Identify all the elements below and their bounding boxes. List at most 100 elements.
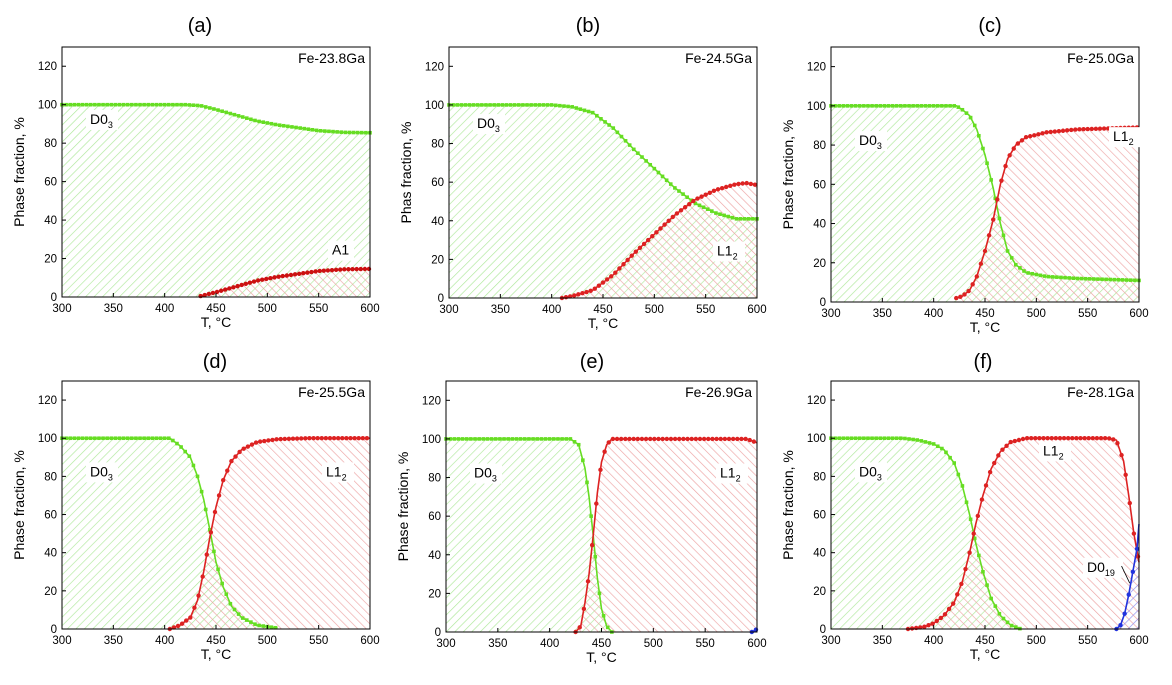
data-point [1001, 233, 1006, 238]
data-point [175, 441, 179, 446]
data-point [113, 102, 118, 107]
label-box [855, 131, 887, 152]
data-point [481, 437, 486, 441]
data-point [237, 449, 242, 455]
data-point [311, 436, 316, 441]
x-tick-label: 400 [155, 303, 174, 315]
label-box [470, 463, 502, 484]
data-point [563, 295, 569, 300]
data-point [1096, 277, 1100, 281]
data-point [223, 287, 228, 292]
data-point [346, 267, 351, 272]
data-point [656, 436, 661, 442]
panel-3: 300 350 400 450 500 550 600 0 20 40 60 80 100 120 T, °… [780, 15, 1149, 335]
data-point [878, 104, 883, 108]
x-tick-label: 300 [52, 303, 71, 315]
data-point [294, 125, 298, 130]
data-point [1075, 276, 1080, 281]
data-point [578, 107, 583, 111]
data-point [738, 217, 743, 221]
data-point [833, 104, 837, 108]
data-point [496, 103, 501, 107]
data-point [1009, 623, 1014, 628]
phase-subscript: 19 [1105, 568, 1115, 578]
data-point [321, 268, 326, 273]
y-tick-label: 80 [813, 140, 826, 152]
phase-area-l12 [908, 438, 1139, 629]
y-tick-label: 80 [431, 139, 444, 151]
data-point [355, 130, 360, 135]
y-tick-label: 100 [38, 100, 57, 112]
data-point [1123, 472, 1128, 478]
data-point [266, 438, 271, 443]
panel-1: 300 350 400 450 500 550 600 0 20 40 60 80 100 120 T, °… [11, 15, 380, 330]
phase-name: L12 [720, 465, 741, 484]
data-point [650, 234, 655, 239]
data-point [323, 129, 327, 133]
composition-label: Fe-23.8Ga [298, 50, 365, 66]
data-point [1004, 443, 1009, 449]
data-point [1040, 131, 1045, 136]
data-point [268, 275, 273, 281]
data-point [726, 436, 732, 442]
data-point [537, 103, 542, 107]
data-point [979, 497, 985, 502]
data-point [954, 295, 959, 301]
data-point [251, 279, 257, 284]
data-point [967, 550, 972, 555]
data-point [718, 212, 722, 217]
data-point [502, 437, 506, 441]
phase-label-l12: L12 [1109, 127, 1141, 148]
data-point [1115, 440, 1120, 446]
data-point [257, 119, 261, 124]
data-point [627, 143, 632, 147]
data-point [866, 436, 870, 441]
y-tick-label: 0 [438, 293, 444, 305]
label-box [322, 462, 354, 483]
data-point [687, 201, 692, 207]
data-point [874, 104, 878, 108]
data-point [894, 104, 899, 108]
data-point [658, 226, 663, 231]
data-point [198, 293, 203, 299]
data-point [142, 436, 146, 441]
data-point [1089, 126, 1094, 132]
phase-subscript: 3 [108, 120, 113, 130]
data-point [633, 249, 639, 254]
y-axis-label: Phase fraction, % [780, 120, 796, 230]
data-point [970, 282, 975, 287]
data-point [617, 266, 622, 271]
phase-curve-d03 [829, 104, 1141, 283]
data-point [1074, 436, 1079, 441]
data-point [718, 436, 723, 442]
data-point [964, 500, 969, 505]
label-box [328, 240, 354, 261]
phase-label-d03: D03 [86, 462, 118, 483]
data-point [366, 266, 372, 272]
phase-curve-l12 [905, 436, 1141, 632]
data-point [344, 436, 349, 441]
data-point [475, 103, 480, 107]
phase-label-d03: D03 [470, 463, 502, 484]
phase-subscript: 3 [877, 472, 882, 482]
y-axis-label: Phase fraction, % [11, 450, 27, 560]
data-point [301, 271, 306, 276]
data-point [1124, 278, 1129, 282]
data-point [956, 472, 961, 477]
data-point [948, 104, 952, 108]
data-point [284, 273, 290, 278]
data-point [72, 102, 77, 107]
data-point [645, 237, 651, 243]
y-tick-label: 80 [44, 471, 57, 483]
data-point [288, 272, 294, 278]
data-point [269, 625, 274, 629]
data-point [730, 436, 736, 442]
data-point [1130, 569, 1136, 574]
data-point [576, 442, 581, 447]
data-point [654, 230, 659, 235]
data-point [734, 217, 739, 221]
phase-subscript: 3 [492, 474, 497, 484]
data-point [335, 436, 341, 441]
data-point [1046, 274, 1051, 279]
data-point [236, 114, 241, 118]
